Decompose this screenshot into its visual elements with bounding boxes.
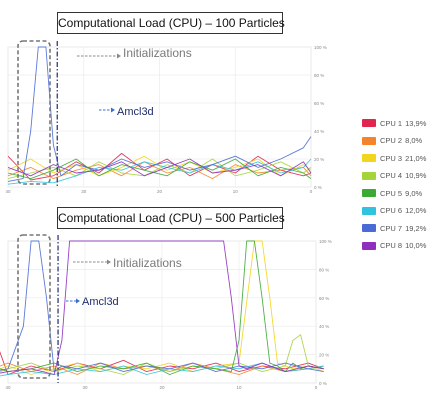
annotation-amcl3d: Amcl3d bbox=[82, 296, 119, 308]
chart-title-500-particles: Computational Load (CPU) – 500 Particles bbox=[57, 207, 285, 229]
y-tick-label: 100 % bbox=[319, 239, 332, 244]
x-tick-label: 30 bbox=[82, 385, 88, 390]
y-tick-label: 80 % bbox=[314, 73, 324, 78]
annotation-arrow-head bbox=[76, 298, 80, 304]
x-tick-label: 20 bbox=[159, 385, 165, 390]
legend-series-name: CPU 3 bbox=[380, 153, 403, 163]
legend-series-name: CPU 4 bbox=[380, 171, 403, 180]
y-tick-label: 40 % bbox=[314, 129, 324, 134]
x-tick-label: 10 bbox=[236, 385, 242, 390]
chart-title-100-particles: Computational Load (CPU) – 100 Particles bbox=[57, 12, 285, 34]
chart-panel-1: 100 % 80 % 60 % 40 % 20 % 0 % 40 30 20 10 0 Initial… bbox=[5, 40, 327, 194]
series-line-cpu-7 bbox=[7, 46, 312, 182]
legend-swatch bbox=[362, 189, 376, 197]
legend-swatch bbox=[362, 136, 376, 145]
y-tick-label: 100 % bbox=[314, 45, 327, 50]
legend-series-value: 10,0% bbox=[405, 241, 427, 250]
annotation-initializations: Initializations bbox=[113, 256, 182, 270]
annotation-arrow-head bbox=[107, 259, 111, 265]
legend-swatch bbox=[362, 119, 376, 127]
series-line-cpu-7 bbox=[0, 240, 324, 373]
legend-series-value: 19,2% bbox=[405, 223, 427, 233]
legend-swatch bbox=[362, 224, 376, 232]
y-tick-label: 80 % bbox=[319, 267, 329, 272]
x-tick-label: 30 bbox=[81, 189, 87, 194]
legend-item-cpu-5: CPU 5 9,0% bbox=[362, 186, 446, 200]
annotation-initializations: Initializations bbox=[123, 46, 192, 60]
x-tick-label: 10 bbox=[233, 189, 239, 194]
legend-series-name: CPU 6 bbox=[380, 206, 403, 215]
legend-series-value: 21,0% bbox=[405, 153, 427, 163]
x-tick-label: 0 bbox=[315, 385, 318, 390]
legend-item-cpu-2: CPU 2 8,0% bbox=[362, 134, 446, 148]
legend: CPU 1 13,9% CPU 2 8,0% CPU 3 21,0% CPU 4 10,9% C… bbox=[362, 116, 446, 256]
legend-swatch bbox=[362, 171, 376, 180]
legend-series-name: CPU 7 bbox=[380, 223, 403, 233]
legend-swatch bbox=[362, 206, 376, 215]
legend-series-value: 8,0% bbox=[405, 136, 423, 145]
legend-series-value: 10,9% bbox=[405, 171, 427, 180]
legend-swatch bbox=[362, 154, 376, 162]
legend-series-name: CPU 2 bbox=[380, 136, 403, 145]
legend-item-cpu-3: CPU 3 21,0% bbox=[362, 151, 446, 165]
chart-panel-2: 100 % 80 % 60 % 40 % 20 % 0 % 40 30 20 10 0 Initial… bbox=[0, 234, 332, 390]
y-tick-label: 0 % bbox=[319, 381, 327, 386]
annotation-amcl3d: Amcl3d bbox=[117, 106, 154, 118]
series-line-cpu-8 bbox=[7, 158, 312, 177]
x-tick-label: 20 bbox=[157, 189, 163, 194]
legend-item-cpu-1: CPU 1 13,9% bbox=[362, 116, 446, 130]
x-tick-label: 0 bbox=[310, 189, 313, 194]
x-tick-label: 40 bbox=[5, 385, 11, 390]
legend-item-cpu-6: CPU 6 12,0% bbox=[362, 204, 446, 218]
legend-series-value: 13,9% bbox=[405, 118, 427, 128]
annotation-arrow-head bbox=[111, 107, 115, 113]
legend-item-cpu-7: CPU 7 19,2% bbox=[362, 221, 446, 235]
legend-series-value: 12,0% bbox=[405, 206, 427, 215]
legend-series-name: CPU 1 bbox=[380, 118, 403, 128]
legend-series-name: CPU 5 bbox=[380, 188, 403, 198]
y-tick-label: 40 % bbox=[319, 324, 329, 329]
annotation-arrow-head bbox=[117, 53, 121, 59]
legend-series-value: 9,0% bbox=[405, 188, 423, 198]
series-line-cpu-5 bbox=[7, 158, 312, 180]
series-line-cpu-1 bbox=[7, 152, 312, 181]
series-line-cpu-4 bbox=[7, 158, 312, 180]
legend-swatch bbox=[362, 241, 376, 250]
series-line-cpu-5 bbox=[0, 240, 324, 375]
y-tick-label: 20 % bbox=[314, 157, 324, 162]
y-tick-label: 60 % bbox=[314, 101, 324, 106]
y-tick-label: 60 % bbox=[319, 296, 329, 301]
legend-item-cpu-4: CPU 4 10,9% bbox=[362, 169, 446, 183]
y-tick-label: 0 % bbox=[314, 185, 322, 190]
legend-item-cpu-8: CPU 8 10,0% bbox=[362, 239, 446, 253]
legend-series-name: CPU 8 bbox=[380, 241, 403, 250]
y-tick-label: 20 % bbox=[319, 353, 329, 358]
x-tick-label: 40 bbox=[5, 189, 11, 194]
